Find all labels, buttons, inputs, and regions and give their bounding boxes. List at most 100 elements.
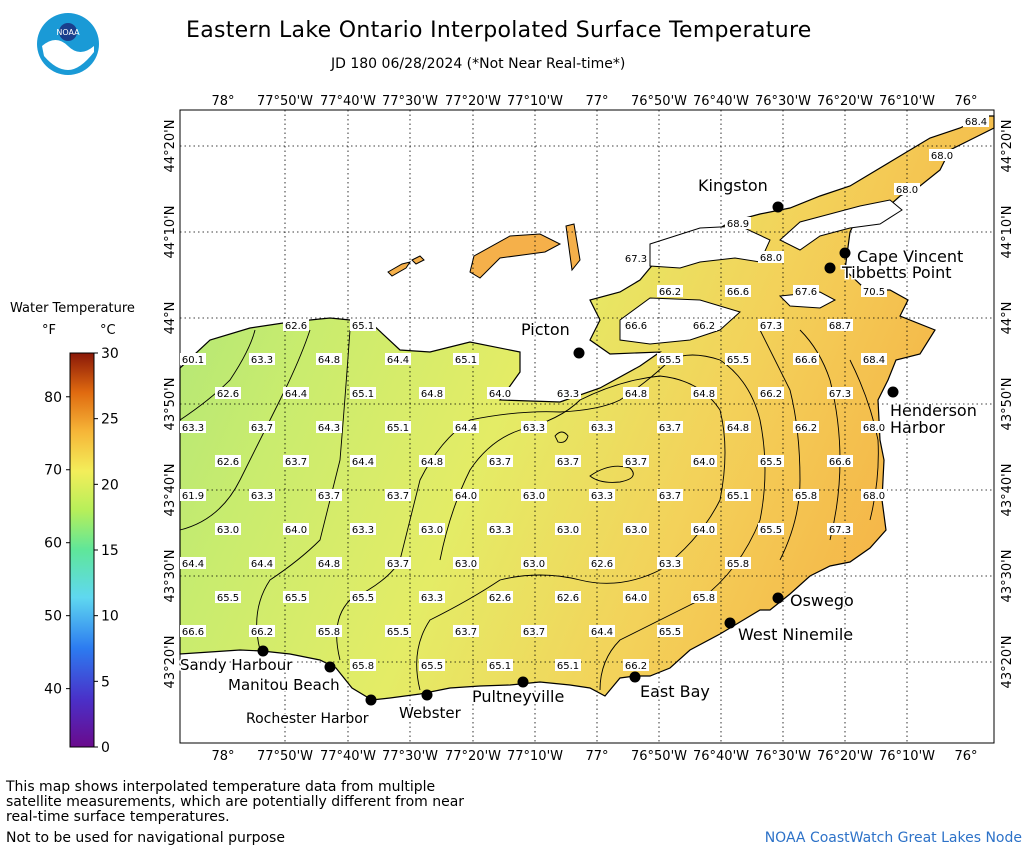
svg-text:67.3: 67.3 xyxy=(625,254,647,265)
longitude-label: 76°50'W xyxy=(631,94,687,109)
legend-tick-c: 10 xyxy=(101,609,119,625)
temperature-value: 63.3 xyxy=(589,489,615,502)
latitude-label: 44°10'N xyxy=(1000,206,1015,259)
legend-tick-c: 0 xyxy=(101,740,110,756)
svg-text:67.3: 67.3 xyxy=(829,525,851,536)
temperature-value: 65.1 xyxy=(725,489,751,502)
place-label: Tibbetts Point xyxy=(841,263,952,282)
svg-text:68.7: 68.7 xyxy=(829,321,851,332)
temperature-value: 65.8 xyxy=(691,591,717,604)
svg-text:63.7: 63.7 xyxy=(455,627,477,638)
legend-tick-f: 70 xyxy=(44,463,62,479)
place-label: East Bay xyxy=(640,682,710,701)
legend-unit-c: °C xyxy=(100,323,116,338)
shoreline-bay-quinte xyxy=(565,223,581,272)
svg-text:63.7: 63.7 xyxy=(625,457,647,468)
longitude-label: 78° xyxy=(211,94,234,109)
temperature-value: 63.7 xyxy=(385,489,411,502)
temperature-value: 65.5 xyxy=(215,591,241,604)
temperature-value: 63.0 xyxy=(215,523,241,536)
temperature-value: 63.3 xyxy=(657,557,683,570)
noaa-logo-text: NOAA xyxy=(56,28,80,37)
svg-text:64.4: 64.4 xyxy=(352,457,374,468)
longitude-label: 77°10'W xyxy=(507,94,563,109)
credit-link[interactable]: NOAA CoastWatch Great Lakes Node xyxy=(764,830,1022,846)
svg-text:63.3: 63.3 xyxy=(557,389,579,400)
temperature-value: 63.7 xyxy=(249,421,275,434)
place-marker: West Ninemile xyxy=(724,617,855,646)
page-subtitle: JD 180 06/28/2024 (*Not Near Real-time*) xyxy=(331,56,626,72)
legend-tick-c: 15 xyxy=(101,543,119,559)
svg-text:64.4: 64.4 xyxy=(182,559,204,570)
temperature-value: 64.4 xyxy=(350,455,376,468)
temperature-value: 65.8 xyxy=(725,557,751,570)
legend-tick-f: 60 xyxy=(44,536,62,552)
legend-title: Water Temperature xyxy=(10,301,135,316)
place-marker: Webster xyxy=(398,689,463,724)
svg-text:60.1: 60.1 xyxy=(182,355,204,366)
temperature-value: 67.3 xyxy=(623,252,649,265)
place-label: Harbor xyxy=(890,418,945,437)
place-label: Kingston xyxy=(698,176,768,195)
svg-text:64.4: 64.4 xyxy=(455,423,477,434)
temperature-value: 65.8 xyxy=(793,489,819,502)
temperature-value: 63.7 xyxy=(316,489,342,502)
temperature-value: 65.1 xyxy=(555,659,581,672)
svg-text:63.7: 63.7 xyxy=(387,559,409,570)
temperature-value: 62.6 xyxy=(283,319,309,332)
longitude-label: 76°10'W xyxy=(879,94,935,109)
svg-text:66.6: 66.6 xyxy=(182,627,204,638)
svg-text:62.6: 62.6 xyxy=(557,593,579,604)
temperature-value: 68.7 xyxy=(827,319,853,332)
navigation-warning: Not to be used for navigational purpose xyxy=(6,830,285,846)
place-label: Sandy Harbour xyxy=(180,656,293,674)
svg-text:66.2: 66.2 xyxy=(760,389,782,400)
svg-text:64.4: 64.4 xyxy=(251,559,273,570)
latitude-label: 44°20'N xyxy=(163,120,178,173)
longitude-labels-top: 78° 77°50'W 77°40'W 77°30'W 77°20'W 77°10'W 77… xyxy=(211,94,977,109)
temperature-value: 63.3 xyxy=(487,523,513,536)
temperature-value: 68.0 xyxy=(861,421,887,434)
latitude-label: 43°20'N xyxy=(1000,636,1015,689)
svg-text:65.1: 65.1 xyxy=(489,661,511,672)
latitude-label: 43°30'N xyxy=(163,550,178,603)
temperature-value: 65.5 xyxy=(350,591,376,604)
legend-tick-f: 40 xyxy=(44,682,62,698)
svg-text:63.3: 63.3 xyxy=(251,355,273,366)
svg-text:63.7: 63.7 xyxy=(523,627,545,638)
svg-text:67.3: 67.3 xyxy=(760,321,782,332)
svg-text:63.7: 63.7 xyxy=(251,423,273,434)
svg-text:63.7: 63.7 xyxy=(387,491,409,502)
temperature-value: 64.8 xyxy=(316,557,342,570)
temperature-value: 65.1 xyxy=(350,387,376,400)
place-label: Manitou Beach xyxy=(228,676,340,694)
temperature-value: 64.8 xyxy=(419,455,445,468)
svg-text:68.9: 68.9 xyxy=(727,219,749,230)
temperature-value: 68.0 xyxy=(929,149,955,162)
temperature-value: 65.8 xyxy=(350,659,376,672)
temperature-value: 64.8 xyxy=(316,353,342,366)
svg-text:63.0: 63.0 xyxy=(523,559,545,570)
svg-text:65.5: 65.5 xyxy=(387,627,409,638)
place-label: Picton xyxy=(521,320,570,339)
svg-text:65.5: 65.5 xyxy=(760,457,782,468)
temperature-value: 66.2 xyxy=(623,659,649,672)
temperature-value: 68.0 xyxy=(861,489,887,502)
place-marker: Sandy Harbour xyxy=(179,645,295,676)
longitude-label: 77°10'W xyxy=(507,749,563,764)
temperature-value: 65.5 xyxy=(419,659,445,672)
svg-text:65.1: 65.1 xyxy=(455,355,477,366)
svg-text:63.7: 63.7 xyxy=(659,423,681,434)
temperature-value: 65.5 xyxy=(657,353,683,366)
longitude-label: 76° xyxy=(954,94,977,109)
place-label: Pultneyville xyxy=(472,687,564,706)
place-marker: Picton xyxy=(520,319,585,359)
svg-text:68.0: 68.0 xyxy=(760,253,782,264)
place-label: Henderson xyxy=(890,401,977,420)
temperature-value: 68.9 xyxy=(725,217,751,230)
svg-text:65.5: 65.5 xyxy=(421,661,443,672)
svg-text:62.6: 62.6 xyxy=(217,457,239,468)
svg-text:63.0: 63.0 xyxy=(625,525,647,536)
svg-text:66.2: 66.2 xyxy=(795,423,817,434)
temperature-value: 64.4 xyxy=(180,557,206,570)
